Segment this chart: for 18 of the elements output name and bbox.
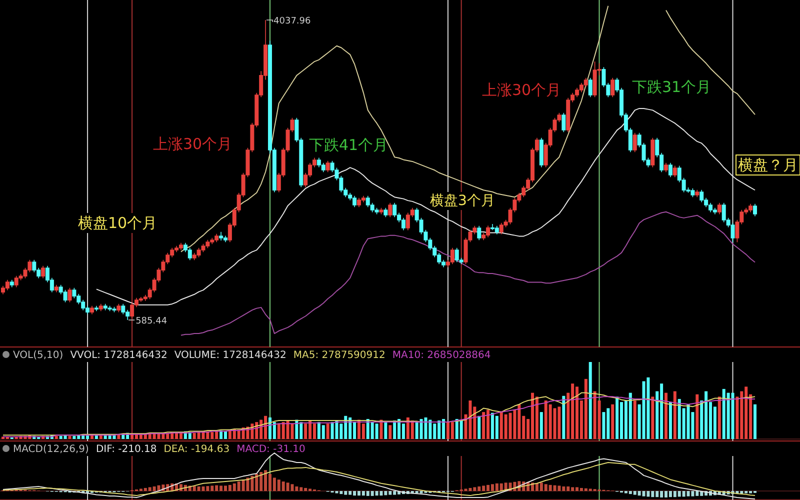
chart-title: MACD(12,26,9) — [13, 444, 90, 455]
annotation: 下跌41个月 — [309, 136, 388, 154]
annotation: 横盘3个月 — [430, 193, 495, 209]
text: DIF: -210.18 — [96, 444, 157, 455]
annotation: 横盘10个月 — [78, 214, 158, 232]
annotation: 下跌31个月 — [632, 78, 712, 96]
annotation: 上涨30个月 — [482, 81, 562, 99]
text: DEA: -194.63 — [164, 444, 230, 455]
text: VOLUME: 1728146432 — [174, 350, 286, 361]
annotation: MACD: -31.10 — [236, 444, 306, 455]
text: MA10: 2685028864 — [392, 350, 491, 361]
chart-title: VOL(5,10) — [13, 350, 64, 361]
text: MA5: 2787590912 — [293, 350, 386, 361]
annotation: 4037.96 — [274, 16, 312, 26]
text: VVOL: 1728146432 — [70, 350, 168, 361]
annotation: 上涨30个月 — [153, 135, 232, 153]
annotation: 585.44 — [136, 316, 168, 326]
annotation: 横盘？月 — [738, 156, 798, 174]
